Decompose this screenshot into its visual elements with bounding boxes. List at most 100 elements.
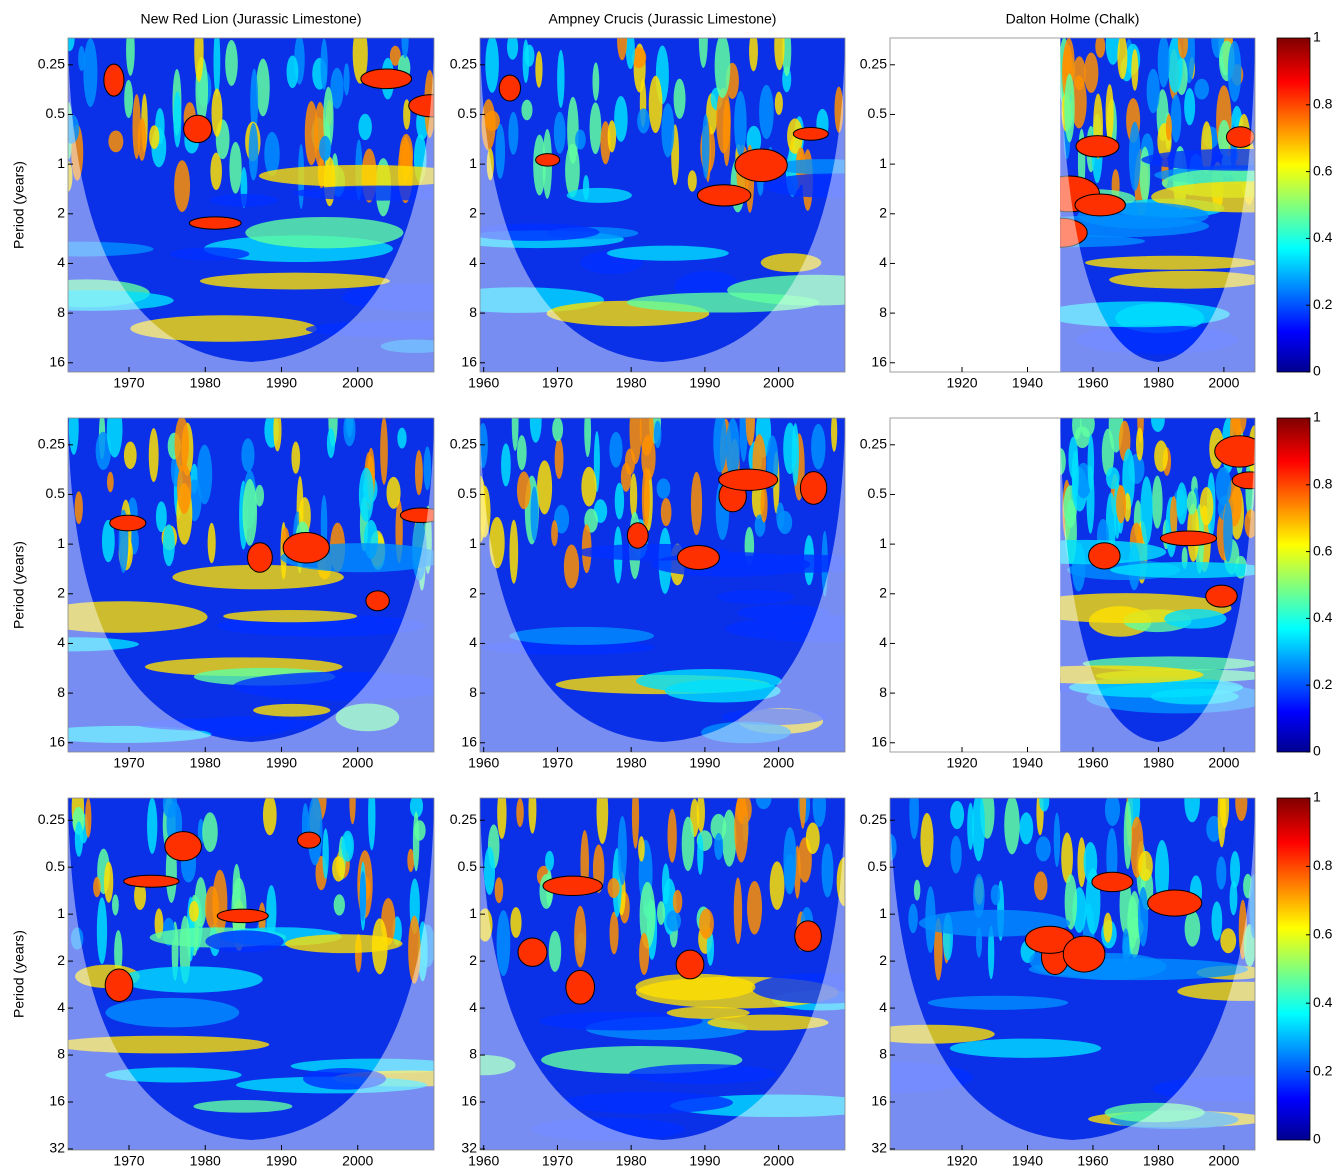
texture — [1071, 450, 1079, 499]
texture — [284, 934, 403, 954]
texture — [1060, 665, 1204, 684]
texture — [162, 524, 175, 567]
texture — [489, 517, 505, 569]
hotspot — [399, 507, 434, 523]
texture — [174, 418, 190, 472]
texture — [736, 604, 830, 621]
texture — [162, 798, 178, 819]
y-axis-label: Period (years) — [11, 930, 27, 1018]
hotspot — [164, 831, 202, 862]
y-tick-label: 2 — [469, 584, 477, 600]
hotspot — [1159, 530, 1218, 547]
texture — [83, 38, 98, 107]
texture — [734, 798, 749, 863]
texture — [1106, 467, 1120, 490]
texture — [516, 435, 527, 471]
texture — [821, 843, 834, 898]
hotspot — [103, 63, 125, 97]
texture — [85, 798, 92, 838]
y-tick-label: 16 — [49, 1093, 65, 1109]
texture — [1229, 880, 1238, 916]
texture — [716, 589, 795, 604]
texture — [291, 441, 301, 474]
y-tick-label: 1 — [469, 905, 477, 921]
colorbar-tick-label: 0 — [1313, 1131, 1321, 1147]
texture — [617, 816, 627, 886]
x-tick-label: 1990 — [266, 375, 297, 391]
texture — [609, 911, 619, 955]
field — [68, 798, 434, 1150]
texture — [196, 444, 213, 505]
axes-box — [67, 37, 435, 373]
hotspot — [1231, 471, 1256, 490]
field — [1060, 418, 1256, 752]
y-tick-label: 8 — [469, 1046, 477, 1062]
texture — [241, 438, 255, 472]
texture — [320, 38, 328, 90]
texture — [607, 877, 620, 899]
texture — [639, 881, 656, 949]
texture — [1035, 836, 1051, 862]
texture — [1004, 798, 1020, 855]
texture — [68, 637, 139, 652]
texture — [105, 1067, 242, 1083]
texture — [250, 68, 259, 135]
texture — [68, 290, 174, 311]
texture — [516, 798, 524, 827]
texture — [1104, 798, 1121, 826]
colorbar-tick-label: 0.2 — [1313, 296, 1333, 312]
texture — [589, 102, 602, 155]
texture — [690, 471, 703, 536]
cone-of-influence — [480, 418, 845, 752]
cone-of-influence — [1060, 418, 1255, 752]
y-tick-label: 8 — [879, 1046, 887, 1062]
texture — [1075, 462, 1092, 499]
x-tick-label: 1970 — [113, 375, 144, 391]
cone-of-influence — [890, 798, 1255, 1150]
texture — [635, 973, 756, 1001]
field — [480, 798, 845, 1150]
colorbar-tick-label: 0.6 — [1313, 162, 1333, 178]
field — [1060, 38, 1256, 372]
texture — [229, 141, 242, 194]
texture — [199, 272, 390, 290]
texture — [769, 861, 785, 910]
hotspot — [565, 969, 596, 1005]
x-tick-label: 1990 — [689, 375, 720, 391]
texture — [106, 471, 114, 493]
texture — [667, 808, 677, 863]
texture — [566, 187, 632, 203]
cone-of-influence — [480, 38, 845, 372]
hotspot — [696, 184, 752, 207]
hotspot — [1088, 542, 1121, 570]
hotspot — [676, 544, 720, 571]
texture — [701, 114, 710, 179]
texture — [1170, 495, 1178, 536]
texture — [1064, 73, 1075, 143]
cone-of-influence — [68, 38, 434, 372]
texture — [1053, 812, 1061, 868]
texture — [68, 114, 80, 144]
texture — [169, 247, 250, 261]
texture — [1104, 1102, 1205, 1123]
texture — [341, 830, 354, 862]
texture — [609, 431, 623, 468]
texture — [408, 915, 421, 984]
texture — [553, 111, 566, 154]
texture — [485, 38, 499, 93]
x-tick-label: 2000 — [763, 755, 794, 771]
texture — [211, 88, 223, 137]
texture — [751, 973, 845, 1004]
texture — [567, 96, 579, 164]
y-tick-label: 16 — [461, 353, 477, 369]
texture — [1215, 466, 1232, 506]
texture — [286, 55, 299, 89]
texture — [68, 161, 73, 192]
texture — [890, 1061, 973, 1094]
hotspot — [365, 590, 390, 612]
hotspot — [535, 153, 561, 167]
x-tick-label: 1960 — [1077, 1153, 1108, 1167]
texture — [625, 38, 635, 70]
texture — [710, 813, 727, 841]
hotspot — [799, 471, 828, 505]
